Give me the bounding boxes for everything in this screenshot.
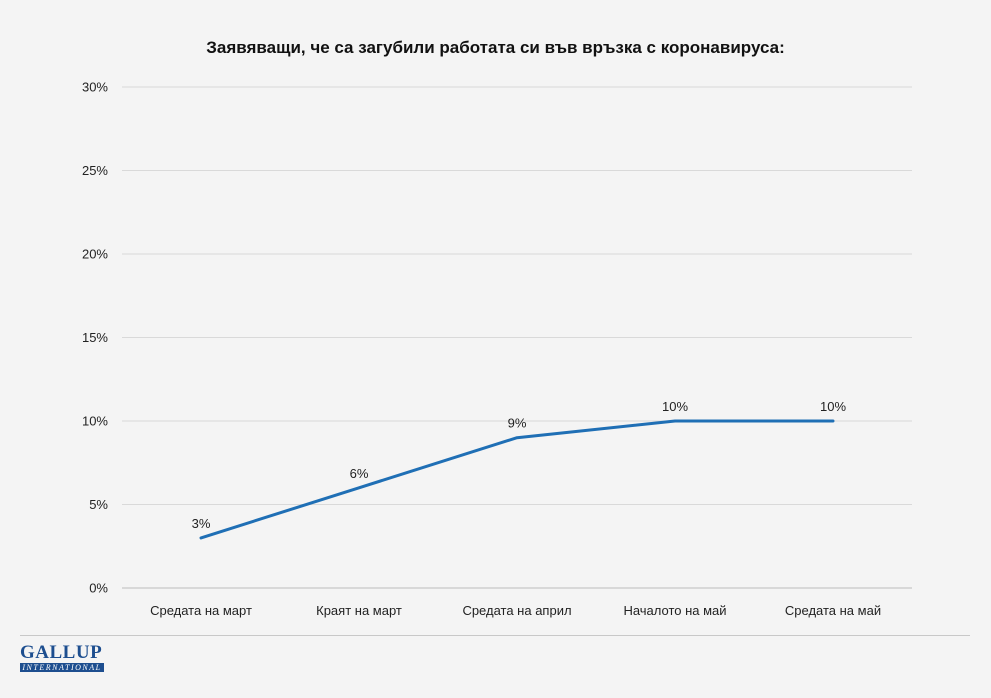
- y-tick-label: 0%: [89, 581, 108, 596]
- data-label: 9%: [508, 416, 527, 431]
- y-tick-label: 30%: [82, 80, 108, 95]
- footer-divider: [20, 635, 970, 636]
- x-tick-label: Краят на март: [316, 603, 402, 618]
- data-label: 3%: [192, 516, 211, 531]
- series-layer: [199, 419, 835, 540]
- x-axis-tick-labels: Средата на март Краят на март Средата на а…: [150, 603, 881, 618]
- series-line: [199, 419, 835, 540]
- data-label: 10%: [662, 399, 688, 414]
- y-tick-label: 5%: [89, 497, 108, 512]
- x-tick-label: Средата на май: [785, 603, 881, 618]
- y-tick-label: 10%: [82, 414, 108, 429]
- x-tick-label: Средата на март: [150, 603, 252, 618]
- y-tick-label: 20%: [82, 247, 108, 262]
- x-tick-label: Началото на май: [623, 603, 726, 618]
- gallup-international-logo: GALLUP INTERNATIONAL: [20, 643, 104, 673]
- x-tick-label: Средата на април: [462, 603, 571, 618]
- logo-wordmark: GALLUP: [20, 642, 103, 663]
- grid-lines: [122, 86, 912, 589]
- logo-subtitle: INTERNATIONAL: [20, 663, 104, 672]
- chart-title: Заявяващи, че са загубили работата си въ…: [206, 38, 785, 57]
- data-labels: 3% 6% 9% 10% 10%: [192, 399, 847, 531]
- data-label: 10%: [820, 399, 846, 414]
- data-label: 6%: [350, 466, 369, 481]
- y-tick-label: 15%: [82, 330, 108, 345]
- y-tick-label: 25%: [82, 163, 108, 178]
- y-axis-tick-labels: 0% 5% 10% 15% 20% 25% 30%: [82, 80, 108, 596]
